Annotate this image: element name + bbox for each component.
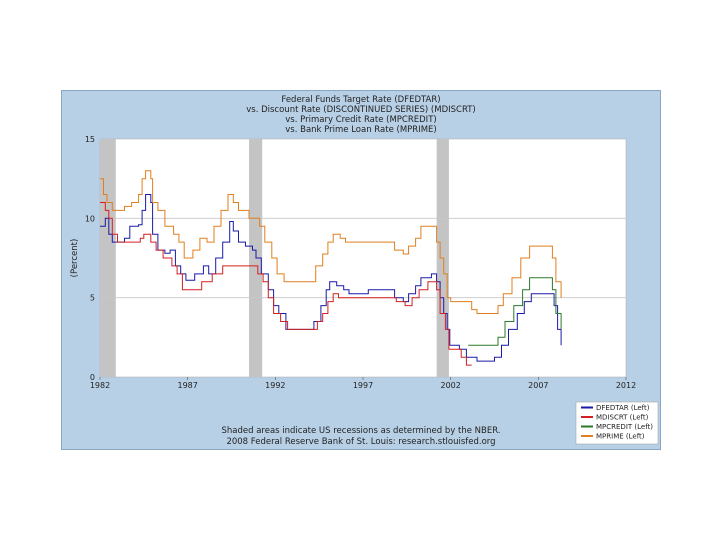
x-tick-label: 1987 <box>177 381 197 390</box>
legend: DFEDTAR (Left) MDISCRT (Left)MPCREDIT (Le… <box>575 401 659 445</box>
series-line <box>100 202 472 366</box>
y-axis-label: (Percent) <box>70 239 80 278</box>
x-tick-label: 1992 <box>265 381 285 390</box>
title-line: vs. Bank Prime Loan Rate (MPRIME) <box>285 125 436 135</box>
y-tick-label: 5 <box>90 294 95 303</box>
x-tick-label: 2012 <box>616 381 636 390</box>
x-tick-label: 1982 <box>90 381 110 390</box>
source-credit: 2008 Federal Reserve Bank of St. Louis: … <box>226 437 495 447</box>
chart-panel: Federal Funds Target Rate (DFEDTAR) vs. … <box>61 90 661 450</box>
legend-label: MDISCRT (Left) <box>596 414 649 422</box>
x-axis: 1982 1987 1992 1997 2002 2007 2012 <box>90 377 636 390</box>
x-tick-label: 2002 <box>440 381 460 390</box>
recession-band <box>100 139 116 377</box>
chart-canvas: Federal Funds Target Rate (DFEDTAR) vs. … <box>70 95 659 447</box>
y-tick-label: 15 <box>85 135 95 144</box>
legend-label: DFEDTAR (Left) <box>596 404 650 412</box>
series-line <box>468 277 562 346</box>
series-lines <box>100 170 562 366</box>
y-tick-label: 10 <box>85 214 95 223</box>
y-tick-label: 0 <box>90 373 95 382</box>
title-line: vs. Primary Credit Rate (MPCREDIT) <box>285 115 436 125</box>
chart-title: Federal Funds Target Rate (DFEDTAR) vs. … <box>246 95 476 135</box>
recession-note: Shaded areas indicate US recessions as d… <box>221 426 500 436</box>
plot-area <box>99 138 627 378</box>
source-notes: Shaded areas indicate US recessions as d… <box>221 426 500 447</box>
title-line: vs. Discount Rate (DISCONTINUED SERIES) … <box>246 105 476 115</box>
series-line <box>100 170 562 314</box>
y-axis: 0 5 10 15 <box>85 135 95 382</box>
legend-label: MPRIME (Left) <box>596 433 645 441</box>
x-tick-label: 2007 <box>528 381 548 390</box>
legend-label: MPCREDIT (Left) <box>596 423 653 431</box>
title-line: Federal Funds Target Rate (DFEDTAR) <box>281 95 440 105</box>
recession-bands <box>100 139 449 377</box>
x-tick-label: 1997 <box>353 381 373 390</box>
